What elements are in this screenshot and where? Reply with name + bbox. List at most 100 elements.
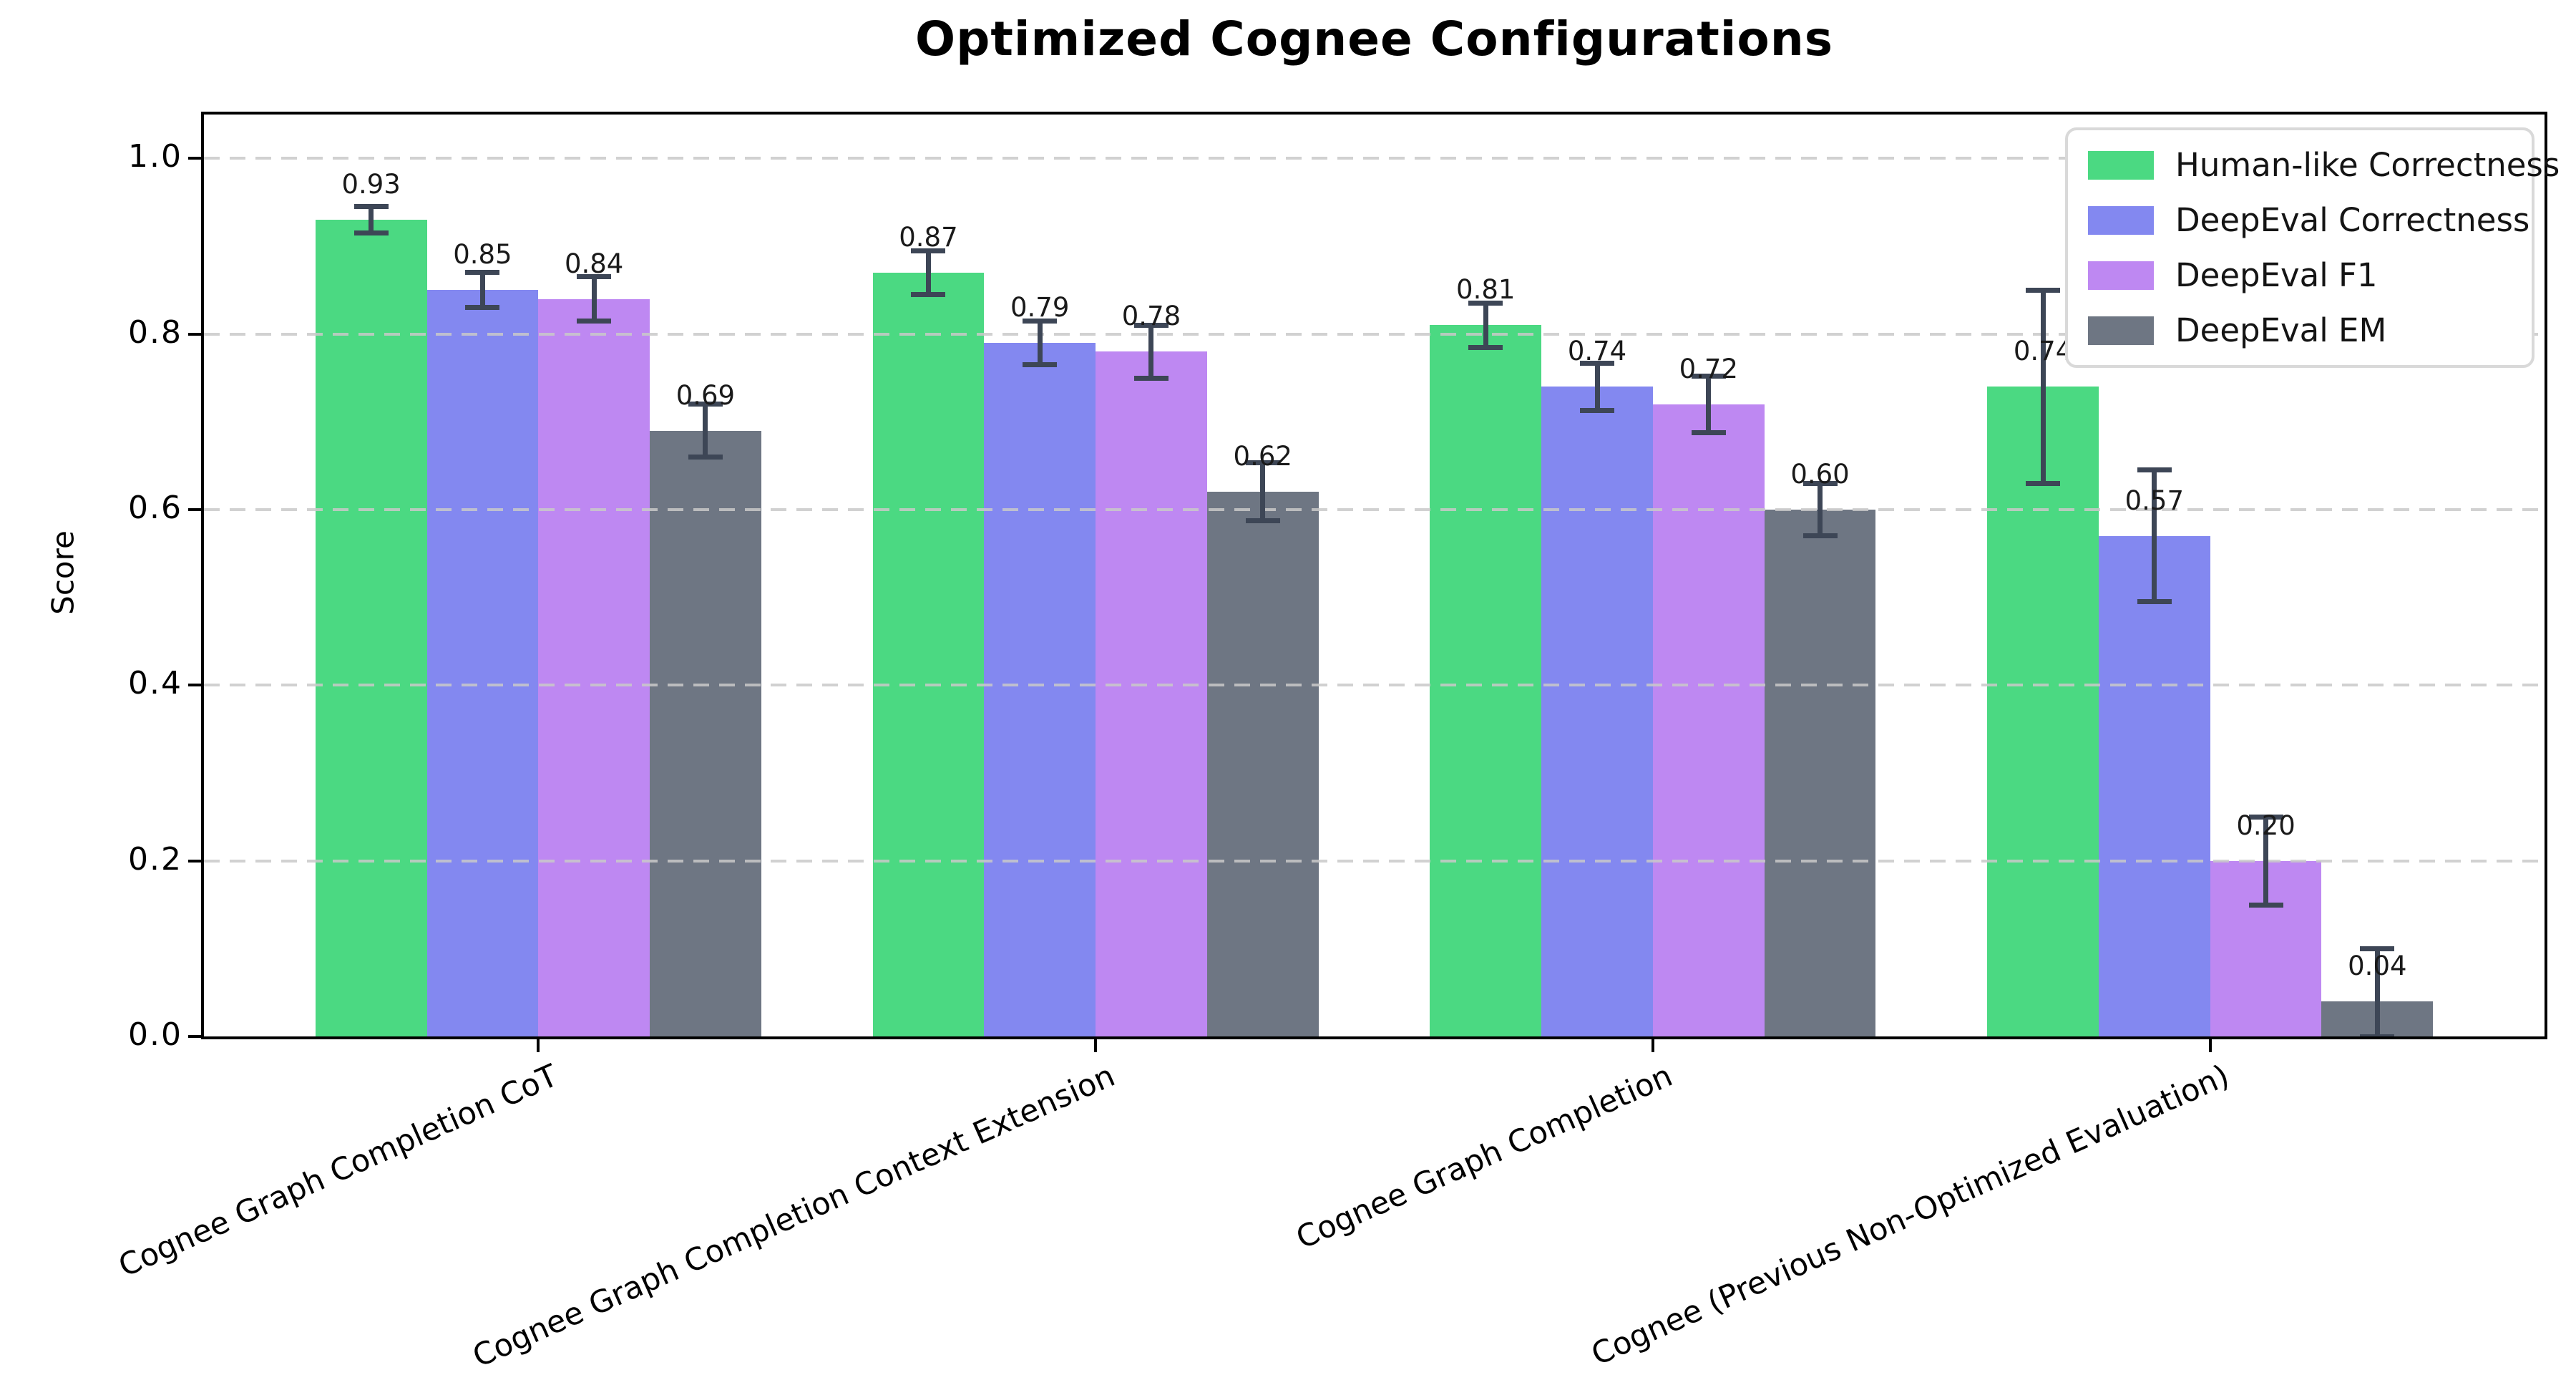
y-tick-label: 1.0 xyxy=(128,138,182,175)
y-tick-mark xyxy=(188,684,201,687)
error-bar xyxy=(925,251,931,295)
error-bar-cap xyxy=(1691,429,1726,435)
bar xyxy=(1096,351,1207,1036)
error-bar-cap xyxy=(1580,360,1615,366)
legend-item: DeepEval EM xyxy=(2088,311,2512,349)
legend-swatch xyxy=(2088,316,2154,345)
bar-value-label: 0.87 xyxy=(899,221,958,253)
legend-label: Human-like Correctness xyxy=(2175,146,2560,184)
error-bar-cap xyxy=(2026,480,2061,486)
bar-value-label: 0.74 xyxy=(1567,336,1627,367)
x-tick-mark xyxy=(1651,1039,1654,1052)
bar xyxy=(1541,387,1653,1036)
error-bar xyxy=(2040,290,2046,484)
error-bar-cap xyxy=(465,305,500,311)
error-bar xyxy=(1594,363,1600,411)
legend-item: DeepEval Correctness xyxy=(2088,201,2529,239)
y-tick-mark xyxy=(188,1035,201,1038)
error-bar-cap xyxy=(1245,460,1280,466)
bar-value-label: 0.85 xyxy=(453,239,512,271)
bar-value-label: 0.62 xyxy=(1233,441,1292,472)
bar xyxy=(538,298,650,1036)
bar-value-label: 0.81 xyxy=(1456,274,1516,306)
error-bar xyxy=(1818,483,1823,536)
error-bar xyxy=(1706,376,1712,433)
figure: Optimized Cognee Configurations Score 0.… xyxy=(45,11,2560,1375)
legend-label: DeepEval EM xyxy=(2175,311,2387,349)
gridline xyxy=(204,332,2545,336)
bar-value-label: 0.57 xyxy=(2124,485,2185,516)
bar xyxy=(426,290,539,1036)
legend-swatch xyxy=(2088,261,2154,290)
y-tick-label: 0.2 xyxy=(128,840,182,878)
gridline xyxy=(204,859,2545,863)
y-tick-mark xyxy=(188,859,201,863)
y-tick-label: 0.4 xyxy=(128,665,182,702)
error-bar-cap xyxy=(1691,374,1726,379)
legend-swatch xyxy=(2088,150,2154,180)
legend: Human-like Correctness DeepEval Correctne… xyxy=(2065,127,2560,368)
bar xyxy=(1764,510,1876,1036)
error-bar-cap xyxy=(2248,814,2283,820)
y-tick-label: 0.0 xyxy=(128,1016,182,1053)
error-bar-cap xyxy=(1580,407,1615,413)
error-bar-cap xyxy=(1133,375,1169,381)
error-bar-cap xyxy=(2137,599,2172,605)
bar xyxy=(315,220,427,1036)
bar xyxy=(872,272,985,1036)
error-bar-cap xyxy=(2248,902,2283,908)
gridline xyxy=(204,157,2545,160)
error-bar-cap xyxy=(577,318,612,324)
y-axis-label: Score xyxy=(45,530,81,615)
bar-value-label: 0.84 xyxy=(564,248,624,279)
error-bar xyxy=(591,276,597,321)
error-bar xyxy=(369,206,374,233)
bar-value-label: 0.72 xyxy=(1679,353,1738,384)
bar-value-label: 0.69 xyxy=(675,379,736,411)
error-bar-cap xyxy=(1468,344,1503,350)
error-bar-cap xyxy=(2137,467,2172,473)
error-bar-cap xyxy=(353,204,389,210)
bar-value-label: 0.93 xyxy=(341,169,401,200)
x-tick-mark xyxy=(1094,1039,1098,1052)
bar xyxy=(1652,404,1765,1036)
bar-value-label: 0.79 xyxy=(1010,291,1070,323)
error-bar-cap xyxy=(1023,362,1058,368)
x-tick-label: Cognee Graph Completion Context Extensio… xyxy=(467,1058,1121,1375)
y-tick-label: 0.6 xyxy=(128,490,182,526)
gridline xyxy=(204,508,2545,511)
bar xyxy=(650,430,761,1036)
y-tick-mark xyxy=(188,157,201,160)
y-tick-mark xyxy=(188,332,201,336)
error-bar xyxy=(1148,325,1154,378)
error-bar-cap xyxy=(2360,1034,2395,1039)
error-bar xyxy=(1483,303,1488,348)
chart-title: Optimized Cognee Configurations xyxy=(914,11,1834,67)
error-bar xyxy=(1260,462,1266,521)
error-bar-cap xyxy=(465,270,500,276)
bar-value-label: 0.78 xyxy=(1121,301,1181,332)
bar xyxy=(1987,387,2099,1036)
y-tick-mark xyxy=(188,508,201,511)
error-bar-cap xyxy=(353,230,389,236)
bar-value-label: 0.60 xyxy=(1790,459,1850,490)
error-bar-cap xyxy=(2360,946,2395,951)
error-bar xyxy=(479,272,485,308)
legend-label: DeepEval F1 xyxy=(2175,256,2378,294)
error-bar xyxy=(1037,321,1043,365)
x-tick-mark xyxy=(2208,1039,2212,1052)
x-tick-label: Cognee (Previous Non-Optimized Evaluatio… xyxy=(1586,1058,2235,1374)
error-bar xyxy=(2374,948,2380,1036)
bar xyxy=(984,342,1096,1036)
legend-swatch xyxy=(2088,205,2154,235)
gridline xyxy=(204,684,2545,687)
bar-value-label: 0.04 xyxy=(2348,950,2407,981)
error-bar-cap xyxy=(1468,301,1503,306)
error-bar-cap xyxy=(1245,518,1280,524)
error-bar-cap xyxy=(911,291,946,297)
legend-item: Human-like Correctness xyxy=(2088,146,2560,184)
bar-value-label: 0.20 xyxy=(2236,810,2296,841)
x-tick-label: Cognee Graph Completion xyxy=(1290,1058,1678,1257)
error-bar-cap xyxy=(1802,480,1838,486)
error-bar-cap xyxy=(2026,287,2061,293)
